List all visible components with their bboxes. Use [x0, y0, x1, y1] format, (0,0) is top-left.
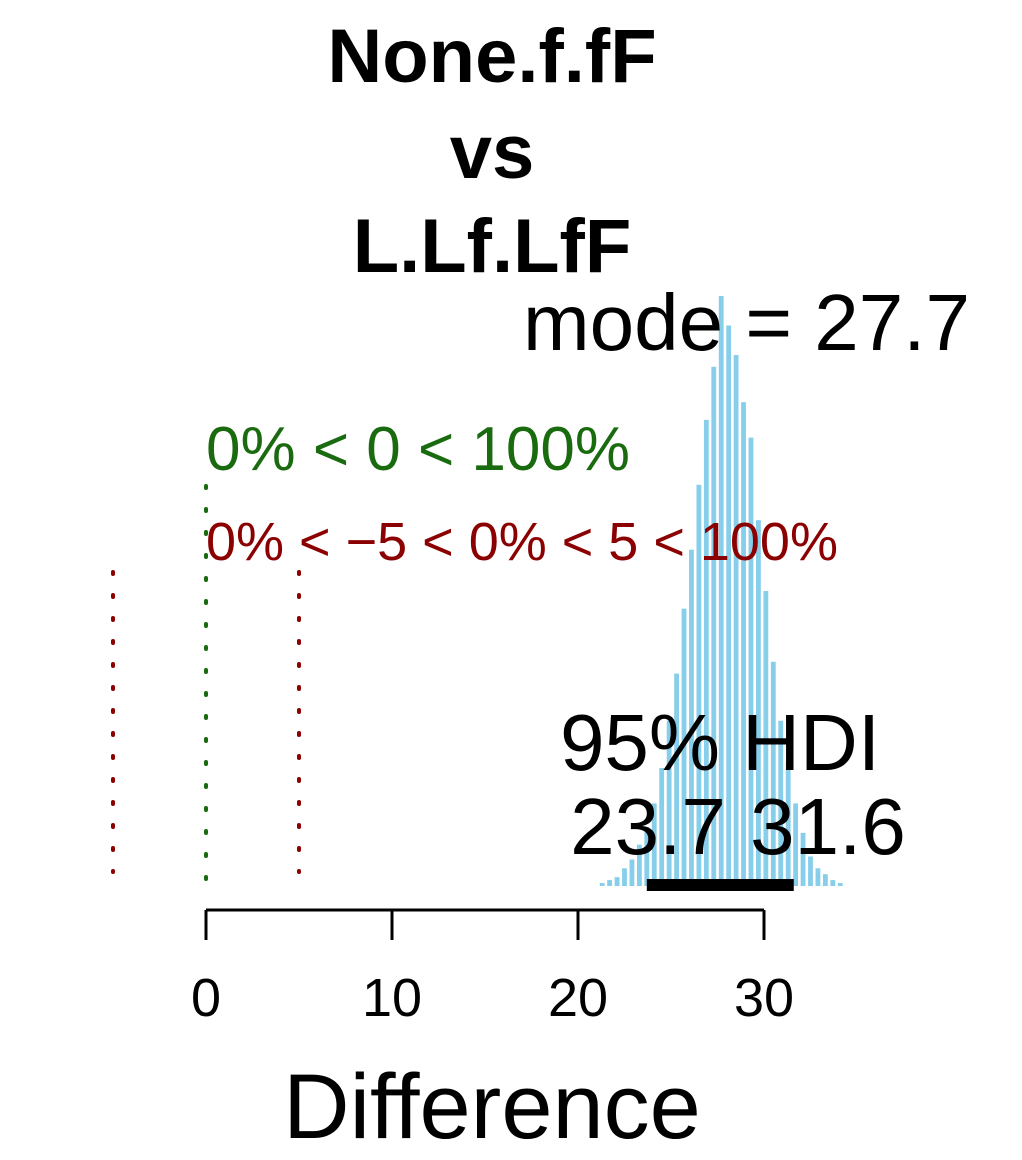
histogram-bar [674, 673, 679, 886]
histogram-bar [711, 366, 717, 886]
histogram-bar [837, 883, 843, 886]
mode-label: mode = 27.7 [523, 278, 970, 367]
reference-lines [111, 484, 301, 888]
histogram-bar [607, 880, 613, 886]
histogram-bar [793, 803, 799, 886]
histogram-bar [800, 832, 806, 886]
hdi-low-label: 23.7 [570, 782, 726, 871]
chart-title-line-2: vs [450, 110, 535, 195]
histogram-bar [703, 419, 709, 886]
chart-title-line-3: L.Lf.LfF [353, 204, 632, 289]
histogram-bar [733, 355, 739, 886]
histogram-bar [748, 437, 754, 886]
x-axis-label: Difference [283, 1056, 701, 1158]
histogram-bars [599, 296, 843, 886]
histogram-bar [763, 591, 769, 886]
histogram-bar [614, 877, 620, 886]
rope-label: 0% < −5 < 0% < 5 < 100% [206, 512, 838, 572]
x-tick-label: 0 [191, 968, 221, 1028]
histogram-bar [666, 720, 672, 886]
histogram-bar [629, 859, 635, 886]
histogram-bar [785, 762, 791, 886]
histogram-bar [770, 661, 776, 886]
histogram-bar [756, 520, 761, 886]
histogram-bar [726, 325, 732, 886]
histogram-bar [644, 827, 650, 886]
x-axis: 0 10 20 30 [191, 908, 794, 1028]
histogram-bar [815, 868, 821, 886]
x-tick-label: 10 [362, 968, 422, 1028]
histogram-bar [696, 484, 702, 886]
histogram-bar [651, 803, 657, 886]
x-tick-label: 20 [548, 968, 608, 1028]
hdi-high-label: 31.6 [750, 782, 906, 871]
histogram-bar [681, 608, 687, 886]
histogram-bar [599, 883, 605, 886]
histogram-bar [822, 874, 828, 886]
histogram-bar [622, 868, 627, 886]
histogram-bar [689, 549, 694, 886]
x-tick-label: 30 [734, 968, 794, 1028]
histogram-bar [778, 720, 784, 886]
chart-title-line-1: None.f.fF [327, 14, 656, 99]
histogram-bar [718, 296, 724, 886]
histogram-bar [659, 768, 665, 886]
comparison-zero-label: 0% < 0 < 100% [206, 415, 630, 484]
histogram-bar [830, 880, 836, 886]
histogram-bar [808, 856, 813, 886]
histogram-bar [636, 844, 642, 886]
histogram-bar [741, 402, 746, 886]
hdi-label: 95% HDI [560, 698, 880, 787]
